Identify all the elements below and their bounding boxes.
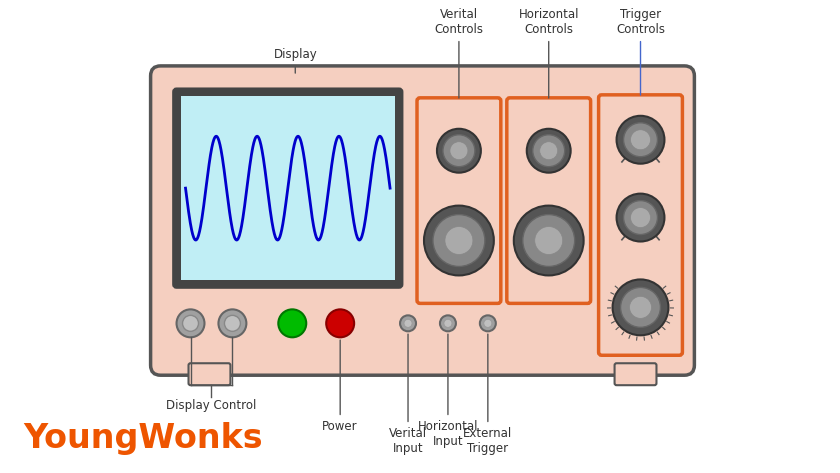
Circle shape	[623, 201, 658, 235]
Circle shape	[617, 193, 664, 242]
FancyBboxPatch shape	[507, 98, 591, 303]
Text: Display Control: Display Control	[166, 399, 257, 412]
Circle shape	[445, 227, 473, 254]
Circle shape	[440, 315, 456, 331]
FancyBboxPatch shape	[174, 89, 402, 288]
Text: Horizontal
Controls: Horizontal Controls	[518, 8, 579, 98]
Circle shape	[527, 129, 570, 173]
FancyBboxPatch shape	[150, 66, 695, 375]
Text: Verital
Input: Verital Input	[389, 334, 427, 455]
Circle shape	[514, 206, 584, 275]
FancyBboxPatch shape	[615, 363, 657, 385]
Text: Trigger
Controls: Trigger Controls	[616, 8, 665, 95]
Circle shape	[182, 315, 198, 331]
Circle shape	[631, 208, 650, 228]
Circle shape	[533, 135, 564, 166]
Circle shape	[326, 309, 354, 337]
Text: Horizontal
Input: Horizontal Input	[417, 334, 478, 448]
Circle shape	[617, 116, 664, 164]
Text: YoungWonks: YoungWonks	[23, 422, 263, 455]
Circle shape	[224, 315, 240, 331]
Text: Power: Power	[323, 340, 358, 433]
Circle shape	[535, 227, 563, 254]
Circle shape	[433, 215, 485, 266]
FancyBboxPatch shape	[599, 95, 682, 355]
Text: External
Trigger: External Trigger	[463, 334, 512, 455]
Bar	[181, 96, 395, 280]
Circle shape	[437, 129, 480, 173]
Text: Display: Display	[273, 48, 318, 73]
Text: Verital
Controls: Verital Controls	[434, 8, 483, 98]
Circle shape	[400, 315, 416, 331]
Circle shape	[631, 130, 650, 150]
Circle shape	[278, 309, 307, 337]
Circle shape	[484, 319, 492, 327]
Circle shape	[540, 142, 558, 160]
FancyBboxPatch shape	[417, 98, 501, 303]
Circle shape	[424, 206, 494, 275]
Circle shape	[612, 280, 669, 335]
Circle shape	[218, 309, 246, 337]
Circle shape	[176, 309, 204, 337]
Circle shape	[629, 297, 652, 318]
FancyBboxPatch shape	[188, 363, 230, 385]
Circle shape	[522, 215, 575, 266]
Circle shape	[621, 288, 660, 327]
Circle shape	[450, 142, 468, 160]
Circle shape	[623, 123, 658, 157]
Circle shape	[443, 135, 475, 166]
Circle shape	[444, 319, 452, 327]
Circle shape	[480, 315, 496, 331]
Circle shape	[404, 319, 412, 327]
